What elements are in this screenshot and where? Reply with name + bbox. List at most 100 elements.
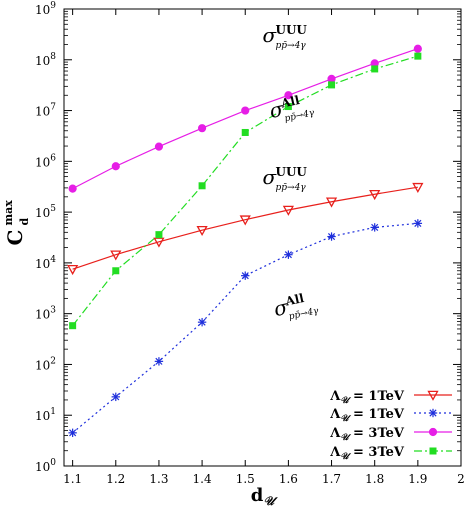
legend-label-3: Λ𝒰 = 3TeV bbox=[329, 445, 405, 462]
y-axis-label-group: C max d bbox=[2, 200, 31, 246]
marker-circle bbox=[428, 427, 438, 437]
marker-square bbox=[328, 81, 336, 89]
x-axis-label-main: d bbox=[251, 485, 264, 506]
series-line-2 bbox=[72, 48, 419, 190]
marker-square bbox=[284, 103, 292, 111]
marker-circle bbox=[68, 184, 77, 193]
sigma-superscript: UUU bbox=[276, 23, 308, 37]
sigma-subscript: pp̄→4γ bbox=[284, 108, 316, 124]
y-tick-label: 109 bbox=[35, 1, 56, 17]
legend-rest: = 1TeV bbox=[348, 389, 404, 404]
y-axis-label-sup: max bbox=[2, 200, 15, 226]
marker-triangle bbox=[369, 189, 381, 201]
y-tick-base: 10 bbox=[35, 155, 50, 169]
series-line-3 bbox=[72, 55, 419, 327]
marker-square bbox=[198, 182, 206, 190]
y-tick-exponent: 1 bbox=[50, 407, 56, 417]
sigma-annotation: σ UUU pp̄→4γ bbox=[263, 165, 308, 193]
x-tick-label: 1.3 bbox=[149, 472, 168, 486]
y-tick-base: 10 bbox=[35, 54, 50, 68]
legend-sub: 𝒰 bbox=[340, 396, 351, 406]
y-tick-exponent: 0 bbox=[50, 458, 56, 468]
marker-asterisk bbox=[68, 428, 77, 438]
y-tick-exponent: 2 bbox=[50, 356, 56, 366]
marker-circle bbox=[241, 106, 250, 115]
marker-triangle bbox=[282, 205, 294, 216]
legend-label-1: Λ𝒰 = 1TeV bbox=[329, 407, 405, 424]
legend-label-2: Λ𝒰 = 3TeV bbox=[329, 426, 405, 443]
marker-asterisk bbox=[428, 408, 438, 418]
marker-square bbox=[371, 65, 379, 73]
marker-asterisk-stroke bbox=[112, 393, 120, 401]
marker-asterisk bbox=[284, 250, 293, 259]
y-tick-label: 105 bbox=[35, 204, 56, 220]
marker-triangle bbox=[239, 215, 251, 226]
x-tick-label: 1.2 bbox=[106, 472, 125, 486]
y-tick-label: 106 bbox=[35, 153, 56, 169]
series-markers bbox=[67, 44, 424, 438]
x-tick-label: 1.8 bbox=[365, 472, 384, 486]
marker-asterisk-stroke bbox=[371, 223, 379, 231]
y-tick-label: 100 bbox=[35, 458, 56, 474]
sigma-subscript: pp̄→4γ bbox=[288, 306, 320, 322]
y-tick-base: 10 bbox=[35, 206, 50, 220]
x-tick-label: 1.6 bbox=[279, 472, 298, 486]
y-tick-label: 103 bbox=[35, 306, 56, 322]
y-tick-exponent: 7 bbox=[50, 103, 56, 113]
marker-asterisk-stroke bbox=[155, 357, 163, 365]
sigma-subscript: pp̄→4γ bbox=[276, 183, 307, 193]
y-tick-base: 10 bbox=[35, 105, 50, 119]
y-tick-base: 10 bbox=[35, 257, 50, 271]
marker-circle bbox=[154, 142, 164, 151]
marker-asterisk-stroke bbox=[284, 251, 292, 259]
marker-circle bbox=[111, 162, 120, 171]
marker-asterisk bbox=[111, 392, 120, 402]
y-tick-label: 101 bbox=[35, 407, 56, 423]
y-tick-exponent: 5 bbox=[50, 204, 56, 214]
marker-asterisk bbox=[154, 357, 164, 366]
marker-triangle bbox=[153, 237, 165, 248]
marker-triangle bbox=[412, 182, 424, 193]
legend-lambda: Λ bbox=[329, 389, 341, 404]
y-axis-label-main: C bbox=[3, 230, 27, 246]
y-tick-base: 10 bbox=[35, 358, 50, 372]
tick-labels: 1.1 1.2 1.3 1.4 1.5 1.6 1.7 1.8 1.9 2100101102103… bbox=[35, 1, 465, 486]
legend-rest: = 3TeV bbox=[348, 426, 404, 441]
marker-asterisk-stroke bbox=[327, 232, 336, 241]
y-tick-label: 108 bbox=[35, 52, 56, 68]
marker-triangle bbox=[110, 250, 122, 261]
y-axis-label-sub: d bbox=[18, 218, 31, 226]
marker-square bbox=[112, 267, 120, 275]
sigma-superscript: UUU bbox=[276, 165, 308, 179]
y-axis-label: C bbox=[3, 230, 27, 246]
y-tick-label: 102 bbox=[35, 356, 56, 372]
marker-asterisk-stroke bbox=[198, 318, 206, 326]
y-tick-exponent: 8 bbox=[50, 52, 56, 62]
marker-square bbox=[155, 231, 163, 239]
marker-square bbox=[414, 52, 422, 60]
plot-frame bbox=[63, 8, 462, 467]
marker-asterisk bbox=[413, 219, 423, 228]
marker-square bbox=[69, 322, 77, 330]
axis-ticks bbox=[64, 8, 462, 467]
y-tick-label: 107 bbox=[35, 103, 56, 119]
legend-label-0: Λ𝒰 = 1TeV bbox=[329, 389, 405, 406]
series-line-0 bbox=[72, 186, 418, 270]
marker-asterisk-stroke bbox=[69, 429, 77, 437]
legend-lambda: Λ bbox=[329, 445, 341, 460]
marker-circle bbox=[284, 91, 293, 100]
x-axis-label: d𝒰 bbox=[251, 485, 279, 508]
sigma-annotation: σ UUU pp̄→4γ bbox=[263, 23, 308, 51]
y-tick-exponent: 3 bbox=[50, 306, 56, 316]
sigma-superscript: All bbox=[279, 93, 301, 111]
marker-asterisk-stroke bbox=[429, 409, 437, 417]
x-tick-label: 2 bbox=[457, 472, 465, 486]
marker-triangle bbox=[325, 197, 338, 208]
x-tick-label: 1.1 bbox=[63, 472, 82, 486]
x-tick-label: 1.4 bbox=[193, 472, 212, 486]
legend-lambda: Λ bbox=[329, 426, 341, 441]
sigma-superscript: All bbox=[283, 291, 305, 309]
